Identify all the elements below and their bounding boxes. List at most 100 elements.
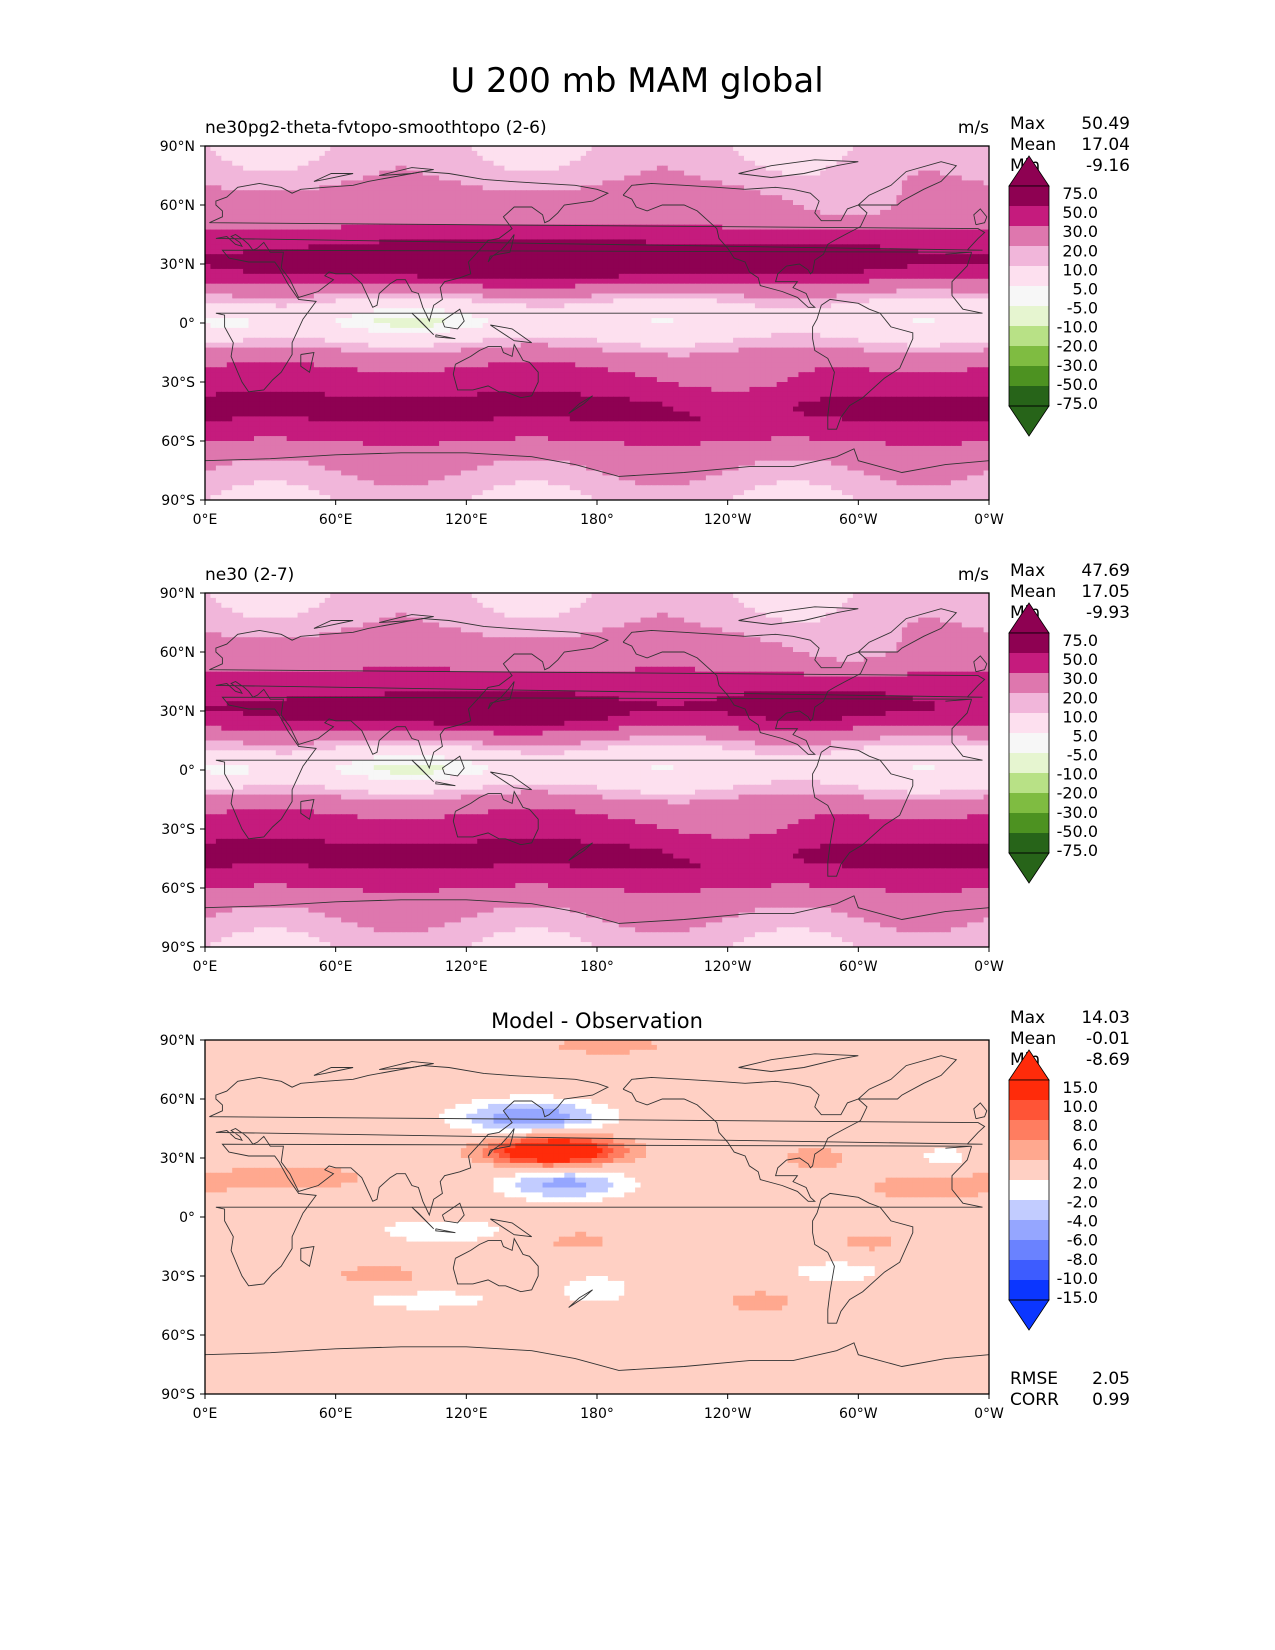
colorbar-swatch xyxy=(1009,1100,1049,1121)
colorbar-swatch xyxy=(1009,753,1049,774)
lon-tick-label: 60°W xyxy=(839,1406,878,1422)
panel-test: 90°N 60°N 30°N 0° 30°S 60°S 90°S 0°E 60°E 120°E 18… xyxy=(160,114,1130,528)
colorbar-swatch xyxy=(1009,1240,1049,1261)
coastline xyxy=(300,1245,315,1267)
field-reference xyxy=(205,593,989,947)
colorbar-swatch xyxy=(1009,366,1049,387)
metric-label: CORR xyxy=(1010,1390,1059,1410)
stat-label: Mean xyxy=(1010,1029,1056,1049)
lon-tick-label: 60°E xyxy=(319,512,353,528)
lat-tick-label: 90°S xyxy=(161,940,195,956)
colorbar-swatch xyxy=(1009,1180,1049,1201)
colorbar-tick-label: 15.0 xyxy=(1062,1078,1098,1097)
figure-title: U 200 mb MAM global xyxy=(450,61,823,101)
colorbar-swatch xyxy=(1009,693,1049,714)
colorbar-swatch xyxy=(1009,1220,1049,1241)
lat-tick-label: 30°N xyxy=(160,704,195,720)
colorbar-tick-label: -50.0 xyxy=(1057,822,1098,841)
lat-tick-label: 90°N xyxy=(160,1033,195,1049)
colorbar-tick-label: 10.0 xyxy=(1062,707,1098,726)
lat-tick-label: 60°N xyxy=(160,1092,195,1108)
lon-tick-label: 60°W xyxy=(839,512,878,528)
stat-label: Max xyxy=(1010,1008,1045,1028)
coastline xyxy=(205,448,989,477)
lat-tick-label: 30°N xyxy=(160,257,195,273)
coastline xyxy=(435,781,456,787)
colorbar-swatch xyxy=(1009,1120,1049,1141)
colorbar-tick-label: 75.0 xyxy=(1062,631,1098,650)
colorbar-tick-label: 8.0 xyxy=(1073,1116,1098,1135)
coastlines xyxy=(205,1053,989,1371)
coastline xyxy=(379,1061,434,1070)
stat-value: -9.16 xyxy=(1086,156,1130,176)
stat-value: -9.93 xyxy=(1086,603,1130,623)
stat-value: -8.69 xyxy=(1086,1050,1130,1070)
colorbar-swatch xyxy=(1009,713,1049,734)
colorbar-tick-label: -30.0 xyxy=(1057,803,1098,822)
coastline xyxy=(622,182,868,308)
colorbar-swatch xyxy=(1009,773,1049,794)
colorbar-swatch xyxy=(1009,386,1049,407)
panel-title: ne30 (2-7) xyxy=(205,565,294,585)
coastline xyxy=(441,755,465,777)
colorbar-tick-label: -30.0 xyxy=(1057,356,1098,375)
lat-tick-label: 30°S xyxy=(161,822,195,838)
colorbar-extend-low xyxy=(1008,852,1050,884)
coastline xyxy=(568,1289,593,1308)
colorbar-tick-label: 30.0 xyxy=(1062,222,1098,241)
coastline xyxy=(490,324,532,344)
colorbar-swatch xyxy=(1009,266,1049,287)
colorbar-tick-label: -6.0 xyxy=(1067,1231,1098,1250)
colorbar-swatch xyxy=(1009,186,1049,207)
coastline xyxy=(313,1067,354,1076)
coastline xyxy=(205,895,989,924)
coastline xyxy=(622,1076,868,1202)
lat-tick-label: 0° xyxy=(179,316,195,332)
coastline xyxy=(313,173,354,182)
colorbar-swatch xyxy=(1009,1280,1049,1301)
colorbar: 75.050.030.020.010.05.0-5.0-10.0-20.0-30… xyxy=(1008,155,1098,437)
coastline xyxy=(452,343,539,399)
lon-tick-label: 60°E xyxy=(319,959,353,975)
panels: 90°N 60°N 30°N 0° 30°S 60°S 90°S 0°E 60°E 120°E 18… xyxy=(160,114,1130,1422)
lon-tick-label: 180° xyxy=(580,512,614,528)
colorbar-tick-label: -20.0 xyxy=(1057,337,1098,356)
colorbar-swatch xyxy=(1009,793,1049,814)
coastline xyxy=(209,1065,986,1217)
lat-tick-label: 60°N xyxy=(160,645,195,661)
coastline xyxy=(411,312,435,336)
stat-value: -0.01 xyxy=(1086,1029,1130,1049)
coastline xyxy=(379,614,434,623)
coastline xyxy=(812,298,914,430)
panel-title: Model - Observation xyxy=(491,1009,703,1033)
lat-tick-label: 30°S xyxy=(161,375,195,391)
lat-tick-label: 0° xyxy=(179,1210,195,1226)
colorbar-tick-label: 75.0 xyxy=(1062,184,1098,203)
lon-tick-label: 120°E xyxy=(445,512,488,528)
stat-label: Max xyxy=(1010,561,1045,581)
colorbar-swatch xyxy=(1009,226,1049,247)
coastline xyxy=(738,159,859,178)
colorbar-swatch xyxy=(1009,833,1049,854)
colorbar-tick-label: 5.0 xyxy=(1073,279,1098,298)
coastline xyxy=(568,842,593,861)
colorbar-tick-label: -4.0 xyxy=(1067,1212,1098,1231)
units-label: m/s xyxy=(958,565,989,585)
coastline xyxy=(487,681,515,710)
lon-tick-label: 0°W xyxy=(974,959,1004,975)
stat-value: 14.03 xyxy=(1081,1008,1130,1028)
coastlines xyxy=(205,606,989,924)
lat-tick-label: 60°S xyxy=(161,1328,195,1344)
lon-tick-label: 60°E xyxy=(319,1406,353,1422)
colorbar-tick-label: -50.0 xyxy=(1057,375,1098,394)
colorbar-swatch xyxy=(1009,326,1049,347)
lat-tick-label: 60°S xyxy=(161,434,195,450)
colorbar-swatch xyxy=(1009,1260,1049,1281)
colorbar-tick-label: 10.0 xyxy=(1062,260,1098,279)
lon-tick-label: 120°W xyxy=(704,1406,752,1422)
metric-label: RMSE xyxy=(1010,1369,1058,1389)
coastline xyxy=(487,1128,515,1157)
colorbar-tick-label: 5.0 xyxy=(1073,726,1098,745)
lon-tick-label: 0°E xyxy=(193,512,218,528)
coastline xyxy=(452,1237,539,1293)
